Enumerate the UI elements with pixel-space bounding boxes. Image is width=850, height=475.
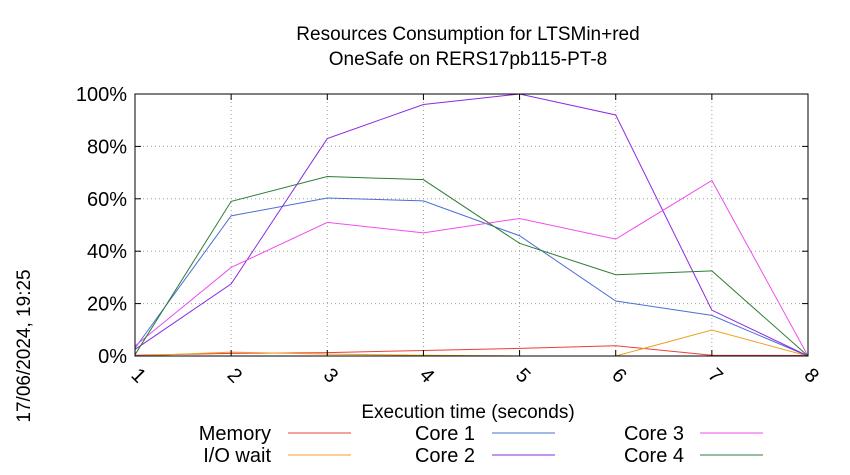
y-tick-label: 60% [87, 189, 127, 211]
x-tick-label: 1 [127, 364, 150, 387]
legend-label: Core 1 [415, 423, 475, 445]
y-axis-ticks: 0% 20% 40% 60% 80% 100% [76, 84, 808, 368]
y-tick-label: 0% [98, 346, 127, 368]
x-tick-label: 3 [319, 364, 342, 387]
series-line-core-4 [134, 176, 809, 357]
legend-label: Core 3 [624, 423, 684, 445]
timestamp-label: 17/06/2024, 19:25 [14, 269, 35, 422]
series-line-core-2 [134, 93, 809, 357]
y-tick-label: 80% [87, 136, 127, 158]
x-tick-label: 8 [800, 364, 823, 387]
legend-label: Core 4 [624, 445, 684, 467]
chart-title: Resources Consumption for LTSMin+red [296, 24, 639, 45]
y-tick-label: 100% [76, 84, 127, 106]
series-line-core-1 [134, 197, 809, 357]
x-tick-label: 6 [607, 364, 630, 387]
x-tick-label: 2 [223, 364, 246, 387]
x-axis-label: Execution time (seconds) [361, 402, 574, 423]
x-tick-label: 4 [415, 364, 438, 387]
grid [134, 93, 809, 357]
series-line-memory [134, 345, 809, 356]
chart-subtitle: OneSafe on RERS17pb115-PT-8 [329, 49, 608, 70]
legend-label: Core 2 [415, 445, 475, 467]
plot-frame [134, 93, 809, 357]
y-tick-label: 40% [87, 241, 127, 263]
legend-label: Memory [199, 423, 271, 445]
series-line-i-o-wait [134, 329, 809, 357]
series-lines [134, 93, 809, 357]
x-tick-label: 7 [703, 364, 726, 387]
x-tick-label: 5 [511, 364, 534, 387]
series-line-core-3 [134, 179, 809, 357]
y-tick-label: 20% [87, 294, 127, 316]
legend-label: I/O wait [203, 445, 271, 467]
